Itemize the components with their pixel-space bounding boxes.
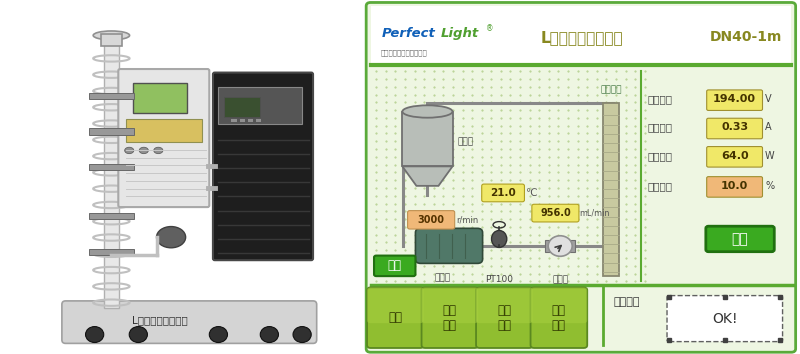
Bar xyxy=(231,119,237,122)
FancyBboxPatch shape xyxy=(408,211,454,229)
Text: 设定电流: 设定电流 xyxy=(647,181,673,191)
Bar xyxy=(247,119,253,122)
Bar xyxy=(224,97,260,117)
Text: 开启: 开启 xyxy=(731,232,748,246)
Polygon shape xyxy=(402,166,453,186)
Text: DN40-1m: DN40-1m xyxy=(710,30,782,44)
Ellipse shape xyxy=(130,326,147,343)
Bar xyxy=(89,128,134,135)
Text: Perfect: Perfect xyxy=(382,27,435,40)
Text: 原料釜: 原料釜 xyxy=(458,137,474,146)
FancyBboxPatch shape xyxy=(476,287,533,348)
Bar xyxy=(545,240,551,252)
Text: r/min: r/min xyxy=(457,215,478,224)
FancyBboxPatch shape xyxy=(367,287,424,323)
Text: 当前电流: 当前电流 xyxy=(647,122,673,132)
Text: ®: ® xyxy=(486,24,494,34)
FancyBboxPatch shape xyxy=(367,287,424,348)
Ellipse shape xyxy=(139,147,148,154)
Text: PT100: PT100 xyxy=(485,275,513,284)
Bar xyxy=(370,6,791,65)
Bar xyxy=(89,164,134,170)
Bar xyxy=(569,240,575,252)
Text: 3000: 3000 xyxy=(418,215,445,225)
FancyBboxPatch shape xyxy=(118,69,210,207)
Bar xyxy=(133,83,187,113)
Text: 流量计: 流量计 xyxy=(552,275,568,284)
FancyBboxPatch shape xyxy=(532,204,579,222)
Text: 北京泊菲莱科技有限公司: 北京泊菲莱科技有限公司 xyxy=(381,49,427,56)
Ellipse shape xyxy=(93,31,130,40)
Ellipse shape xyxy=(548,236,572,256)
FancyBboxPatch shape xyxy=(530,287,587,348)
Text: %: % xyxy=(765,181,774,191)
Text: 主页: 主页 xyxy=(388,311,402,324)
Text: 0.33: 0.33 xyxy=(721,122,748,132)
FancyBboxPatch shape xyxy=(706,177,762,197)
FancyBboxPatch shape xyxy=(706,90,762,110)
FancyBboxPatch shape xyxy=(415,228,482,263)
Text: 21.0: 21.0 xyxy=(490,188,516,198)
Bar xyxy=(89,213,134,219)
Text: A: A xyxy=(765,122,772,132)
Text: ℃: ℃ xyxy=(526,188,537,198)
Text: Light: Light xyxy=(440,27,478,40)
FancyBboxPatch shape xyxy=(706,118,762,139)
Bar xyxy=(126,119,202,142)
Text: 报警
记录: 报警 记录 xyxy=(552,303,566,332)
Text: 64.0: 64.0 xyxy=(721,151,749,161)
Bar xyxy=(239,119,245,122)
FancyBboxPatch shape xyxy=(213,73,313,260)
FancyBboxPatch shape xyxy=(482,184,525,202)
Bar xyxy=(402,112,453,166)
Text: 光反应器: 光反应器 xyxy=(601,86,622,95)
Text: V: V xyxy=(765,94,772,104)
Text: 开启: 开启 xyxy=(387,259,402,272)
Text: 当前电压: 当前电压 xyxy=(647,94,673,104)
FancyBboxPatch shape xyxy=(706,147,762,167)
Ellipse shape xyxy=(154,147,163,154)
Bar xyxy=(101,34,122,46)
FancyBboxPatch shape xyxy=(374,256,415,276)
FancyBboxPatch shape xyxy=(476,287,533,323)
FancyBboxPatch shape xyxy=(422,287,478,323)
Text: 参数
设定: 参数 设定 xyxy=(443,303,457,332)
Ellipse shape xyxy=(86,326,104,343)
FancyBboxPatch shape xyxy=(706,226,774,252)
FancyBboxPatch shape xyxy=(667,296,782,342)
Text: L级光化学反应系统: L级光化学反应系统 xyxy=(541,30,623,45)
Ellipse shape xyxy=(260,326,278,343)
Bar xyxy=(218,87,302,124)
Text: OK!: OK! xyxy=(712,312,738,326)
Bar xyxy=(603,103,619,276)
Text: mL/min: mL/min xyxy=(579,209,610,218)
Text: 956.0: 956.0 xyxy=(540,208,570,218)
Ellipse shape xyxy=(157,227,186,248)
FancyBboxPatch shape xyxy=(422,287,478,348)
Text: 工作状态: 工作状态 xyxy=(614,297,640,307)
Text: W: W xyxy=(765,151,774,161)
Ellipse shape xyxy=(491,230,506,247)
Text: 194.00: 194.00 xyxy=(713,94,756,104)
Text: 当前功率: 当前功率 xyxy=(647,151,673,161)
Text: 历史
数据: 历史 数据 xyxy=(498,303,511,332)
Bar xyxy=(104,39,119,308)
FancyBboxPatch shape xyxy=(366,2,796,352)
Bar xyxy=(255,119,261,122)
Bar xyxy=(89,249,134,255)
Ellipse shape xyxy=(402,105,453,118)
Text: 循环泵: 循环泵 xyxy=(434,273,450,282)
Ellipse shape xyxy=(210,326,227,343)
Ellipse shape xyxy=(293,326,311,343)
FancyBboxPatch shape xyxy=(530,287,587,323)
Text: L级光化学反应系统: L级光化学反应系统 xyxy=(132,315,188,325)
Bar xyxy=(89,93,134,99)
Ellipse shape xyxy=(125,147,134,154)
Text: 10.0: 10.0 xyxy=(721,181,748,191)
FancyBboxPatch shape xyxy=(62,301,317,343)
